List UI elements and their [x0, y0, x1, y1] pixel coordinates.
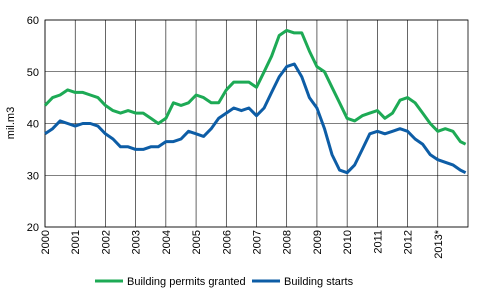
plot-frame	[44, 19, 469, 228]
x-tick-label: 2008	[282, 230, 294, 254]
x-tick-label: 2004	[161, 230, 173, 254]
y-tick-label: 20	[27, 222, 39, 234]
x-tick-label: 2002	[100, 230, 112, 254]
legend-label: Building permits granted	[127, 276, 246, 288]
x-tick-label: 2007	[252, 230, 264, 254]
x-tick-label: 2012	[403, 230, 415, 254]
x-tick-label: 2010	[342, 230, 354, 254]
series-line	[43, 28, 467, 146]
y-tick-label: 50	[27, 67, 39, 79]
y-tick-label: 30	[27, 170, 39, 182]
x-tick-label: 2005	[191, 230, 203, 254]
series-line	[44, 62, 467, 175]
x-tick-label: 2013*	[433, 229, 445, 258]
x-tick-label: 2000	[40, 230, 52, 254]
legend-label: Building starts	[284, 276, 354, 288]
x-tick-label: 2006	[221, 230, 233, 254]
y-tick-label: 40	[27, 119, 39, 131]
x-tick-label: 2011	[372, 230, 384, 254]
x-tick-label: 2003	[131, 230, 143, 254]
y-tick-label: 60	[27, 15, 39, 27]
y-axis-label: mil.m3	[5, 107, 17, 139]
x-tick-label: 2009	[312, 230, 324, 254]
x-tick-label: 2001	[70, 230, 82, 254]
